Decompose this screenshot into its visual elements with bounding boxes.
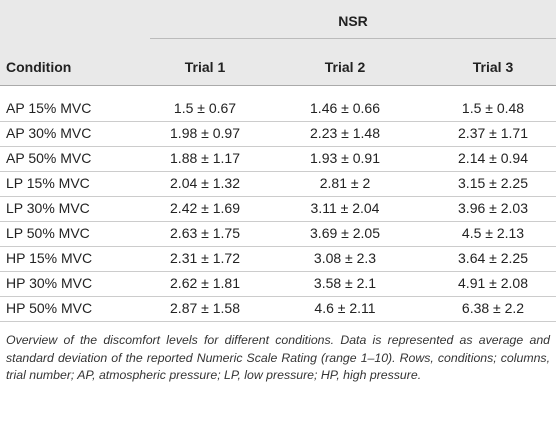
- data-cell: 3.11 ± 2.04: [310, 200, 380, 216]
- data-cell: 3.96 ± 2.03: [458, 200, 528, 216]
- row-label: LP 50% MVC: [6, 225, 90, 241]
- row-label: AP 15% MVC: [6, 100, 92, 116]
- row-label: HP 15% MVC: [6, 250, 93, 266]
- data-cell: 2.87 ± 1.58: [170, 300, 240, 316]
- table-row: HP 50% MVC 2.87 ± 1.58 4.6 ± 2.11 6.38 ± 2.…: [0, 296, 556, 322]
- data-cell: 3.08 ± 2.3: [313, 250, 377, 266]
- table-row: HP 15% MVC 2.31 ± 1.72 3.08 ± 2.3 3.64 ± 2.…: [0, 246, 556, 272]
- row-label: LP 15% MVC: [6, 175, 90, 191]
- data-cell: 1.88 ± 1.17: [170, 150, 240, 166]
- group-header: NSR: [150, 10, 556, 39]
- data-cell: 2.37 ± 1.71: [458, 125, 528, 141]
- header-cell: Trial 2: [324, 59, 366, 75]
- data-cell: 3.64 ± 2.25: [458, 250, 528, 266]
- row-label: AP 50% MVC: [6, 150, 92, 166]
- data-cell: 4.91 ± 2.08: [458, 275, 528, 291]
- row-label: HP 50% MVC: [6, 300, 93, 316]
- table-row: LP 15% MVC 2.04 ± 1.32 2.81 ± 2 3.15 ± 2.25: [0, 171, 556, 197]
- row-label: HP 30% MVC: [6, 275, 93, 291]
- data-cell: 1.98 ± 0.97: [170, 125, 240, 141]
- table-row: AP 50% MVC 1.88 ± 1.17 1.93 ± 0.91 2.14 ± 0…: [0, 146, 556, 172]
- header-cell: Trial 3: [472, 59, 514, 75]
- data-cell: 2.23 ± 1.48: [310, 125, 380, 141]
- data-cell: 4.6 ± 2.11: [314, 300, 376, 316]
- table-row: AP 15% MVC 1.5 ± 0.67 1.46 ± 0.66 1.5 ± 0.4…: [0, 96, 556, 122]
- data-cell: 2.62 ± 1.81: [170, 275, 240, 291]
- caption: Overview of the discomfort levels for di…: [6, 333, 550, 382]
- data-cell: 3.15 ± 2.25: [458, 175, 528, 191]
- table-row: HP 30% MVC 2.62 ± 1.81 3.58 ± 2.1 4.91 ± 2.…: [0, 271, 556, 297]
- data-cell: 3.58 ± 2.1: [313, 275, 377, 291]
- table-row: LP 50% MVC 2.63 ± 1.75 3.69 ± 2.05 4.5 ± 2.…: [0, 221, 556, 247]
- data-cell: 2.14 ± 0.94: [458, 150, 528, 166]
- data-cell: 2.31 ± 1.72: [170, 250, 240, 266]
- table-row: AP 30% MVC 1.98 ± 0.97 2.23 ± 1.48 2.37 ± 1…: [0, 121, 556, 147]
- header-rule: [0, 85, 556, 86]
- data-cell: 1.5 ± 0.67: [173, 100, 237, 116]
- header-row: Condition Trial 1 Trial 2 Trial 3: [0, 55, 556, 80]
- data-cell: 1.5 ± 0.48: [461, 100, 525, 116]
- data-cell: 2.04 ± 1.32: [170, 175, 240, 191]
- row-label: LP 30% MVC: [6, 200, 90, 216]
- data-cell: 2.42 ± 1.69: [170, 200, 240, 216]
- header-cell: Condition: [6, 59, 72, 75]
- data-cell: 1.93 ± 0.91: [310, 150, 380, 166]
- header-cell: Trial 1: [184, 59, 226, 75]
- data-cell: 1.46 ± 0.66: [310, 100, 380, 116]
- data-cell: 3.69 ± 2.05: [310, 225, 380, 241]
- data-cell: 2.63 ± 1.75: [170, 225, 240, 241]
- header-band: NSR: [0, 0, 556, 86]
- data-cell: 2.81 ± 2: [319, 175, 371, 191]
- row-label: AP 30% MVC: [6, 125, 92, 141]
- data-cell: 6.38 ± 2.2: [461, 300, 525, 316]
- table-row: LP 30% MVC 2.42 ± 1.69 3.11 ± 2.04 3.96 ± 2…: [0, 196, 556, 222]
- data-cell: 4.5 ± 2.13: [461, 225, 525, 241]
